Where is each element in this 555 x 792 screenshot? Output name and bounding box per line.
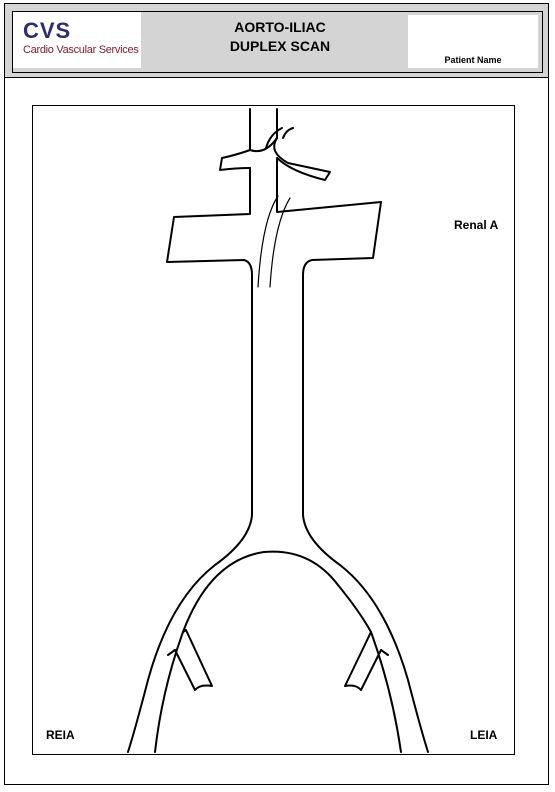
header-inner-border: [12, 11, 543, 73]
diagram-frame: Renal A REIA LEIA: [32, 105, 515, 755]
renal-artery-label: Renal A: [454, 218, 499, 232]
left-external-iliac-label: LEIA: [470, 728, 498, 742]
bifurcation-inner-arch: [154, 550, 402, 753]
inner-lumen-line-2: [269, 197, 291, 288]
right-internal-iliac-junction: [167, 649, 176, 656]
title-line-2: DUPLEX SCAN: [229, 38, 331, 54]
celiac-branch-cap: [249, 137, 278, 153]
inner-lumen-line-1: [257, 195, 279, 288]
right-iliac-outer-wall: [127, 514, 253, 753]
sma-inner-curve: [265, 127, 283, 149]
header: CVS Cardio Vascular Services AORTO-ILIAC…: [5, 4, 548, 78]
patient-name-label: Patient Name: [444, 55, 502, 65]
logo-company-name: Cardio Vascular Services: [23, 44, 139, 56]
aorta-left-wall-lower: [166, 167, 253, 516]
left-internal-iliac-branch: [344, 631, 382, 691]
sma-branch-right: [273, 137, 331, 181]
sma-inner-curve-2: [282, 127, 294, 139]
left-internal-iliac-junction: [380, 649, 389, 656]
page-title: AORTO-ILIAC DUPLEX SCAN: [155, 18, 405, 56]
celiac-branch-left: [219, 149, 251, 171]
patient-name-field[interactable]: Patient Name: [408, 15, 538, 68]
logo: CVS Cardio Vascular Services: [13, 12, 141, 68]
title-line-1: AORTO-ILIAC: [234, 19, 326, 35]
aorta-right-wall-lower: [276, 157, 382, 516]
logo-abbreviation: CVS: [23, 18, 72, 43]
right-internal-iliac-branch: [174, 629, 213, 691]
right-external-iliac-label: REIA: [46, 728, 75, 742]
left-iliac-outer-wall: [302, 514, 429, 753]
